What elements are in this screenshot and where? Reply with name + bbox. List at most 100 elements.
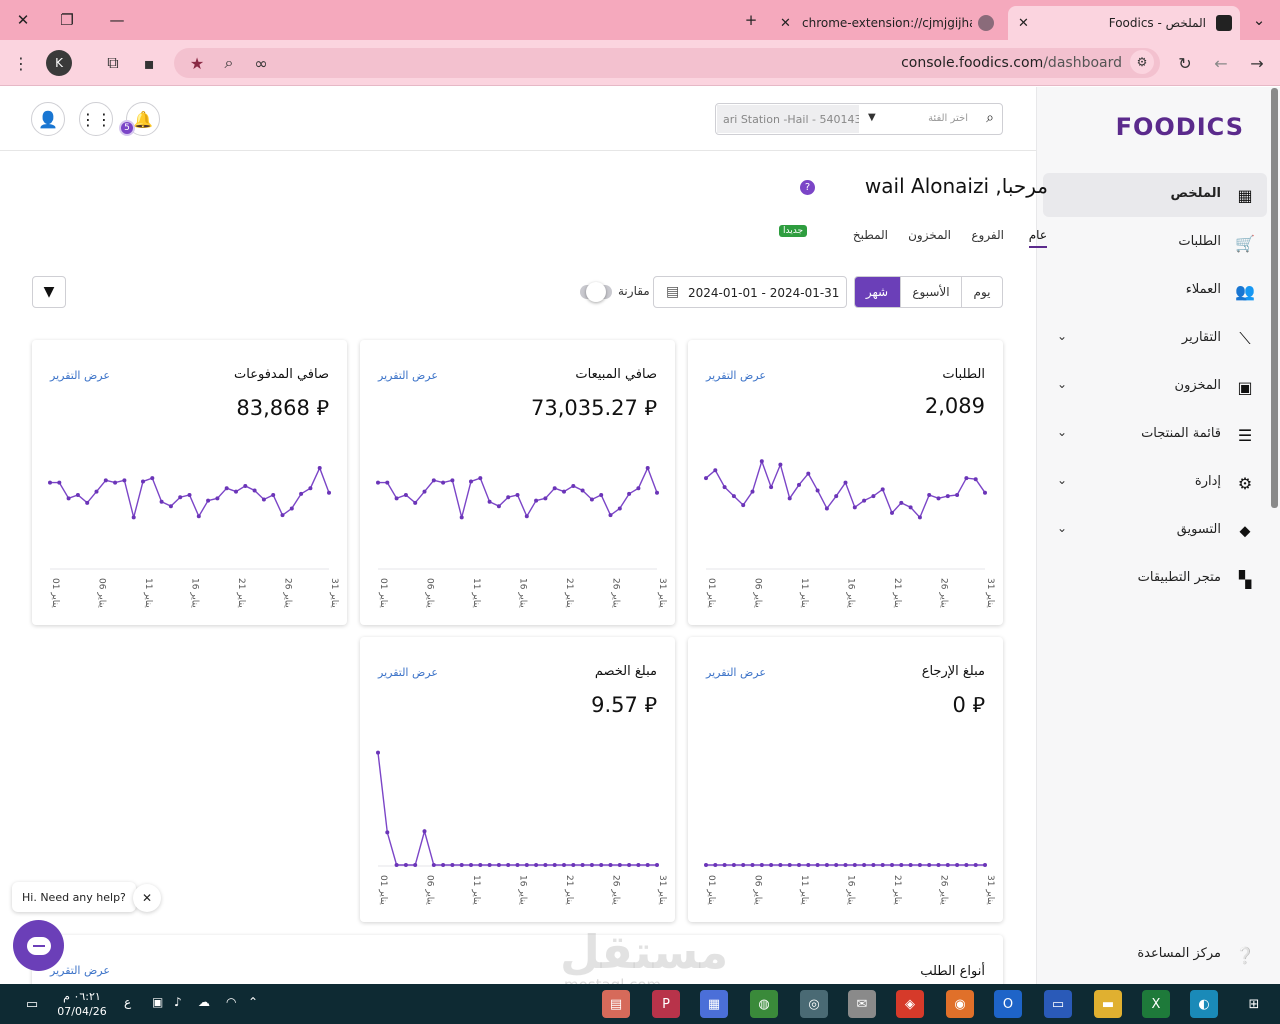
data-point[interactable] [759,863,764,867]
data-point[interactable] [422,829,427,834]
data-point[interactable] [580,863,585,867]
data-point[interactable] [261,497,266,502]
data-point[interactable] [562,489,566,494]
data-point[interactable] [769,485,774,490]
data-point[interactable] [66,496,71,501]
close-window-icon[interactable]: ✕ [16,11,30,29]
sidebar-item-apps[interactable]: ▚ متجر التطبيقات [1043,557,1267,601]
data-point[interactable] [506,863,511,867]
data-point[interactable] [834,494,839,499]
data-point[interactable] [441,863,446,867]
data-point[interactable] [852,505,857,510]
data-point[interactable] [927,863,932,867]
data-point[interactable] [983,863,987,867]
reload-icon[interactable]: ↻ [1178,53,1192,73]
app-firefox-icon[interactable]: ◉ [946,990,974,1018]
chat-launcher-button[interactable] [13,920,64,971]
data-point[interactable] [413,500,418,505]
compare-toggle-knob[interactable] [586,282,606,302]
chevron-down-icon[interactable]: ⌄ [1057,329,1068,343]
data-point[interactable] [862,498,867,503]
profile-avatar[interactable]: K [46,50,72,76]
data-point[interactable] [843,863,848,867]
meet-icon[interactable]: ▣ [152,995,164,1009]
data-point[interactable] [524,863,529,867]
data-point[interactable] [936,496,941,501]
data-point[interactable] [75,492,80,497]
data-point[interactable] [215,496,220,501]
data-point[interactable] [478,476,483,481]
data-point[interactable] [722,485,727,490]
data-point[interactable] [806,471,811,476]
tab-inventory[interactable]: المخزون [908,228,951,242]
data-point[interactable] [589,497,594,502]
period-week[interactable]: الأسبوع [900,277,962,307]
data-point[interactable] [973,477,978,482]
data-point[interactable] [280,513,285,518]
data-point[interactable] [327,490,331,495]
data-point[interactable] [871,863,876,867]
data-point[interactable] [871,494,876,499]
data-point[interactable] [589,863,594,867]
data-point[interactable] [524,514,529,519]
data-point[interactable] [85,500,90,505]
data-point[interactable] [580,488,585,493]
data-point[interactable] [506,495,511,500]
chevron-down-icon[interactable]: ⌄ [1057,377,1068,391]
new-tab-icon[interactable]: + [744,11,758,29]
data-point[interactable] [57,480,62,485]
data-point[interactable] [704,476,708,481]
data-point[interactable] [797,863,801,867]
data-point[interactable] [824,863,829,867]
data-point[interactable] [187,492,192,497]
minimize-window-icon[interactable]: — [109,11,125,29]
data-point[interactable] [131,515,136,520]
data-point[interactable] [403,492,408,497]
data-point[interactable] [478,863,483,867]
view-report-link[interactable]: عرض التقرير [50,369,110,382]
data-point[interactable] [122,478,127,483]
data-point[interactable] [704,863,708,867]
profile-button[interactable]: 👤 [31,102,65,136]
data-point[interactable] [617,863,622,867]
data-point[interactable] [713,863,718,867]
data-point[interactable] [890,863,894,867]
data-point[interactable] [964,863,969,867]
view-report-link[interactable]: عرض التقرير [706,666,766,679]
data-point[interactable] [299,491,304,496]
data-point[interactable] [778,863,783,867]
data-point[interactable] [797,482,801,487]
browser-tab-active[interactable]: ✕ الملخص - Foodics [1008,6,1240,40]
data-point[interactable] [385,480,390,485]
data-point[interactable] [224,486,229,491]
data-point[interactable] [655,490,659,495]
data-point[interactable] [234,489,238,494]
data-point[interactable] [843,480,848,485]
data-point[interactable] [376,480,380,485]
view-report-link[interactable]: عرض التقرير [378,369,438,382]
data-point[interactable] [645,465,650,470]
data-point[interactable] [627,491,632,496]
data-point[interactable] [908,863,913,867]
chat-greeting[interactable]: Hi. Need any help? [12,882,136,912]
app-powerpoint-icon[interactable]: P [652,990,680,1018]
sidebar-item-trend[interactable]: ⟋ التقارير ⌄ [1043,317,1267,361]
restore-window-icon[interactable]: ❐ [60,11,74,29]
data-point[interactable] [608,513,613,518]
data-point[interactable] [271,492,276,497]
address-bar[interactable]: ★ ⌕ ∞ console.foodics.com/dashboard ⚙ [174,48,1160,78]
data-point[interactable] [413,863,418,867]
forward-icon[interactable]: ← [1214,53,1228,73]
data-point[interactable] [815,863,820,867]
data-point[interactable] [834,863,839,867]
tab-general[interactable]: عام [1028,228,1047,248]
branch-search-input[interactable]: اختر الفئة [928,113,968,124]
data-point[interactable] [487,499,492,504]
data-point[interactable] [636,863,641,867]
data-point[interactable] [750,489,755,494]
data-point[interactable] [376,750,380,755]
back-icon[interactable]: → [1250,53,1264,73]
filter-button[interactable]: ▼ [32,276,66,308]
period-day[interactable]: يوم [973,285,991,299]
app-files-icon[interactable]: ▬ [1094,990,1122,1018]
